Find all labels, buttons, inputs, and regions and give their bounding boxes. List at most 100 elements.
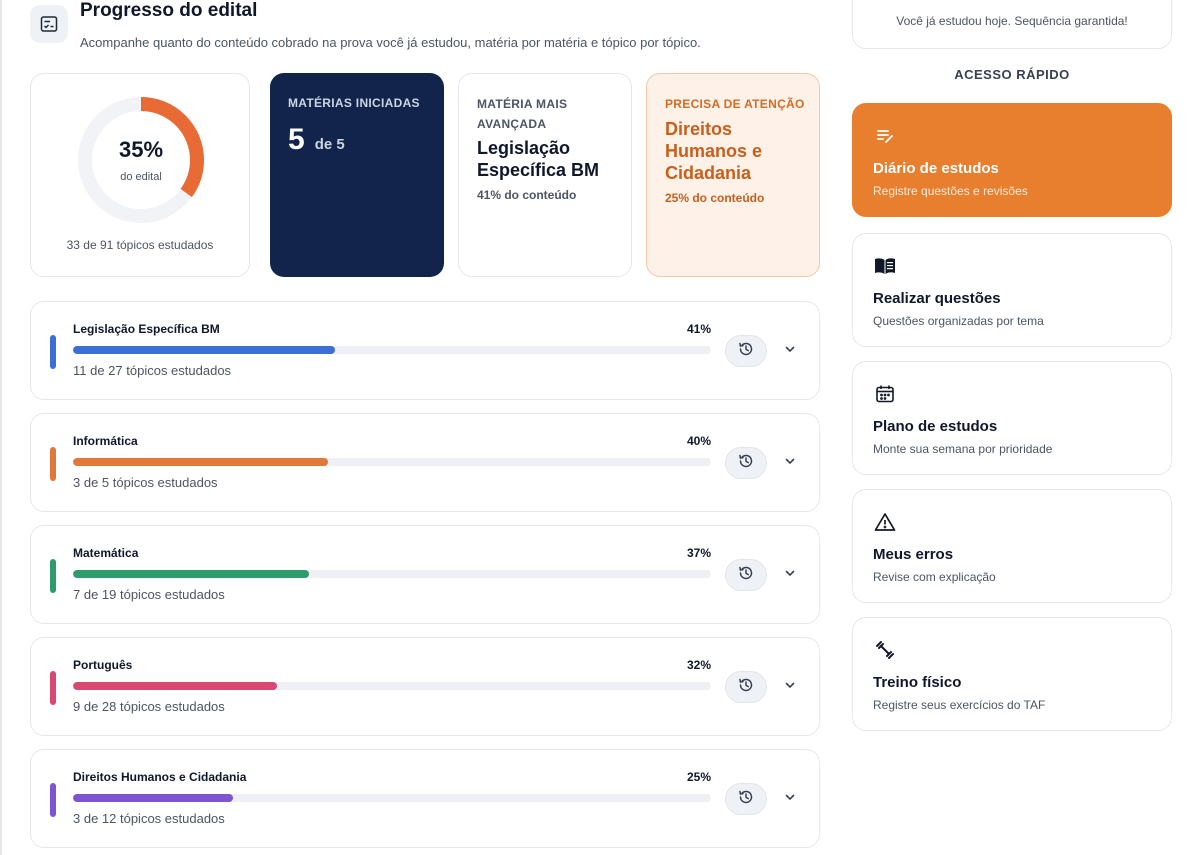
history-button[interactable] (725, 783, 767, 815)
attention-label: PRECISA DE ATENÇÃO (665, 97, 805, 111)
overall-percent: 35% (118, 137, 164, 162)
edit-list-icon (873, 124, 897, 148)
chevron-down-icon (784, 678, 796, 696)
most-advanced-detail: 41% do conteúdo (477, 188, 577, 202)
expand-button[interactable] (781, 342, 799, 360)
subject-name: Legislação Específica BM (73, 322, 220, 336)
quick-item-subtitle: Revise com explicação (873, 570, 996, 584)
history-button[interactable] (725, 559, 767, 591)
subject-color-stripe (50, 783, 56, 817)
expand-button[interactable] (781, 454, 799, 472)
subject-progress-fill (73, 458, 329, 466)
quick-physical-training[interactable]: Treino físico Registre seus exercícios d… (852, 617, 1172, 731)
history-button[interactable] (725, 335, 767, 367)
chevron-down-icon (784, 342, 796, 360)
attention-subject: Direitos Humanos e Cidadania (665, 119, 763, 183)
chevron-down-icon (784, 790, 796, 808)
history-icon (738, 341, 754, 362)
quick-item-title: Realizar questões (873, 290, 1001, 307)
warning-icon (873, 510, 897, 534)
quick-item-title: Diário de estudos (873, 160, 999, 177)
quick-item-subtitle: Monte sua semana por prioridade (873, 442, 1053, 456)
subject-progress-fill (73, 794, 233, 802)
history-button[interactable] (725, 671, 767, 703)
attention-detail: 25% do conteúdo (665, 191, 765, 205)
expand-button[interactable] (781, 790, 799, 808)
history-icon (738, 677, 754, 698)
quick-item-subtitle: Questões organizadas por tema (873, 314, 1044, 328)
started-value: 5 (288, 123, 305, 156)
quick-item-title: Treino físico (873, 674, 962, 691)
streak-card: Você já estudou hoje. Sequência garantid… (852, 0, 1172, 49)
chevron-down-icon (784, 454, 796, 472)
expand-button[interactable] (781, 566, 799, 584)
subject-progress-bar (73, 570, 711, 578)
subject-name: Informática (73, 434, 138, 448)
started-subjects-card: MATÉRIAS INICIADAS 5 de 5 (270, 73, 444, 277)
page-title: Progresso do edital (80, 0, 258, 21)
chevron-down-icon (784, 566, 796, 584)
history-button[interactable] (725, 447, 767, 479)
subject-color-stripe (50, 671, 56, 705)
quick-study-journal[interactable]: Diário de estudos Registre questões e re… (852, 103, 1172, 217)
subject-progress-bar (73, 458, 711, 466)
checklist-icon (30, 5, 68, 43)
subject-progress-fill (73, 346, 335, 354)
subject-percent: 41% (686, 322, 711, 336)
overall-topics-count: 33 de 91 tópicos estudados (66, 238, 214, 252)
history-icon (738, 565, 754, 586)
expand-button[interactable] (781, 678, 799, 696)
subject-row[interactable]: Informática 40% 3 de 5 tópicos estudados (30, 413, 820, 512)
subject-percent: 37% (686, 546, 711, 560)
book-icon (873, 254, 897, 278)
overall-sub-label: do edital (120, 171, 162, 183)
subject-topics-count: 11 de 27 tópicos estudados (73, 363, 232, 378)
most-advanced-card: MATÉRIA MAIS AVANÇADA Legislação Específ… (458, 73, 632, 277)
calendar-icon (873, 382, 897, 406)
donut-progress-arc (78, 97, 204, 223)
subject-percent: 40% (686, 434, 711, 448)
history-icon (738, 789, 754, 810)
subject-progress-bar (73, 682, 711, 690)
started-total: de 5 (314, 136, 345, 153)
quick-item-subtitle: Registre seus exercícios do TAF (873, 698, 1046, 712)
subject-progress-fill (73, 570, 310, 578)
quick-my-errors[interactable]: Meus erros Revise com explicação (852, 489, 1172, 603)
subject-progress-bar (73, 346, 711, 354)
subject-color-stripe (50, 559, 56, 593)
history-icon (738, 453, 754, 474)
quick-questions[interactable]: Realizar questões Questões organizadas p… (852, 233, 1172, 347)
most-advanced-label: MATÉRIA MAIS AVANÇADA (477, 97, 568, 131)
overall-progress-card: 35% do edital 33 de 91 tópicos estudados (30, 73, 250, 277)
subject-name: Direitos Humanos e Cidadania (73, 770, 247, 784)
subject-percent: 32% (686, 658, 711, 672)
subject-topics-count: 9 de 28 tópicos estudados (73, 699, 225, 714)
subject-percent: 25% (686, 770, 711, 784)
overall-donut: 35% do edital (75, 94, 207, 226)
subject-progress-fill (73, 682, 278, 690)
subject-row[interactable]: Legislação Específica BM 41% 11 de 27 tó… (30, 301, 820, 400)
started-label: MATÉRIAS INICIADAS (288, 96, 420, 110)
needs-attention-card: PRECISA DE ATENÇÃO Direitos Humanos e Ci… (646, 73, 820, 277)
quick-item-title: Meus erros (873, 546, 954, 563)
subject-row[interactable]: Matemática 37% 7 de 19 tópicos estudados (30, 525, 820, 624)
streak-text: Você já estudou hoje. Sequência garantid… (896, 14, 1128, 28)
subject-row[interactable]: Português 32% 9 de 28 tópicos estudados (30, 637, 820, 736)
dumbbell-icon (873, 638, 897, 662)
quick-item-title: Plano de estudos (873, 418, 998, 435)
subject-name: Matemática (73, 546, 139, 560)
subject-topics-count: 3 de 12 tópicos estudados (73, 811, 225, 826)
subject-color-stripe (50, 335, 56, 369)
subject-topics-count: 3 de 5 tópicos estudados (73, 475, 218, 490)
left-divider (0, 0, 2, 855)
subject-row[interactable]: Direitos Humanos e Cidadania 25% 3 de 12… (30, 749, 820, 848)
most-advanced-subject: Legislação Específica BM (477, 138, 600, 180)
subject-name: Português (73, 658, 133, 672)
quick-access-title: ACESSO RÁPIDO (954, 67, 1070, 82)
quick-study-plan[interactable]: Plano de estudos Monte sua semana por pr… (852, 361, 1172, 475)
quick-item-subtitle: Registre questões e revisões (873, 184, 1028, 198)
subject-topics-count: 7 de 19 tópicos estudados (73, 587, 225, 602)
subject-color-stripe (50, 447, 56, 481)
page-subtitle: Acompanhe quanto do conteúdo cobrado na … (80, 35, 701, 50)
subject-progress-bar (73, 794, 711, 802)
